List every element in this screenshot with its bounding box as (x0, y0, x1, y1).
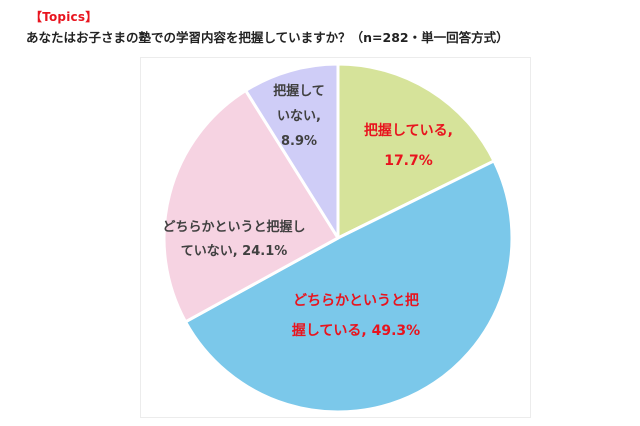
label-somewhat-not-aware-line2: ていない, 24.1% (180, 244, 288, 259)
slice-somewhat-not-aware (162, 89, 340, 324)
chart-container: 把握している, 17.7% どちらかというと把 握している, 49.3% どちら… (140, 57, 531, 418)
slice-aware (336, 62, 496, 240)
label-somewhat-not-aware-line1: どちらかというと把握し (162, 220, 306, 235)
label-not-aware-line3: 8.9% (280, 134, 318, 149)
label-aware-line1: 把握している, (364, 123, 453, 139)
pie-slices (162, 62, 514, 414)
label-somewhat-not-aware: どちらかというと把握し ていない, 24.1% (159, 216, 309, 264)
label-somewhat-aware-line2: 握している, 49.3% (291, 323, 421, 339)
label-aware: 把握している, 17.7% (351, 116, 466, 176)
label-not-aware-line1: 把握して (273, 84, 325, 99)
question-title: あなたはお子さまの塾での学習内容を把握していますか？（n=282・単一回答方式） (26, 30, 509, 45)
label-not-aware: 把握して いない, 8.9% (269, 79, 329, 154)
label-somewhat-aware-line1: どちらかというと把 (293, 293, 419, 309)
label-not-aware-line2: いない, (277, 109, 321, 124)
label-somewhat-aware: どちらかというと把 握している, 49.3% (281, 286, 431, 346)
pie-chart (162, 62, 514, 414)
label-aware-line2: 17.7% (384, 153, 433, 169)
slice-somewhat-aware (184, 159, 514, 414)
topics-label: 【Topics】 (30, 10, 98, 24)
slice-not-aware (244, 62, 340, 240)
